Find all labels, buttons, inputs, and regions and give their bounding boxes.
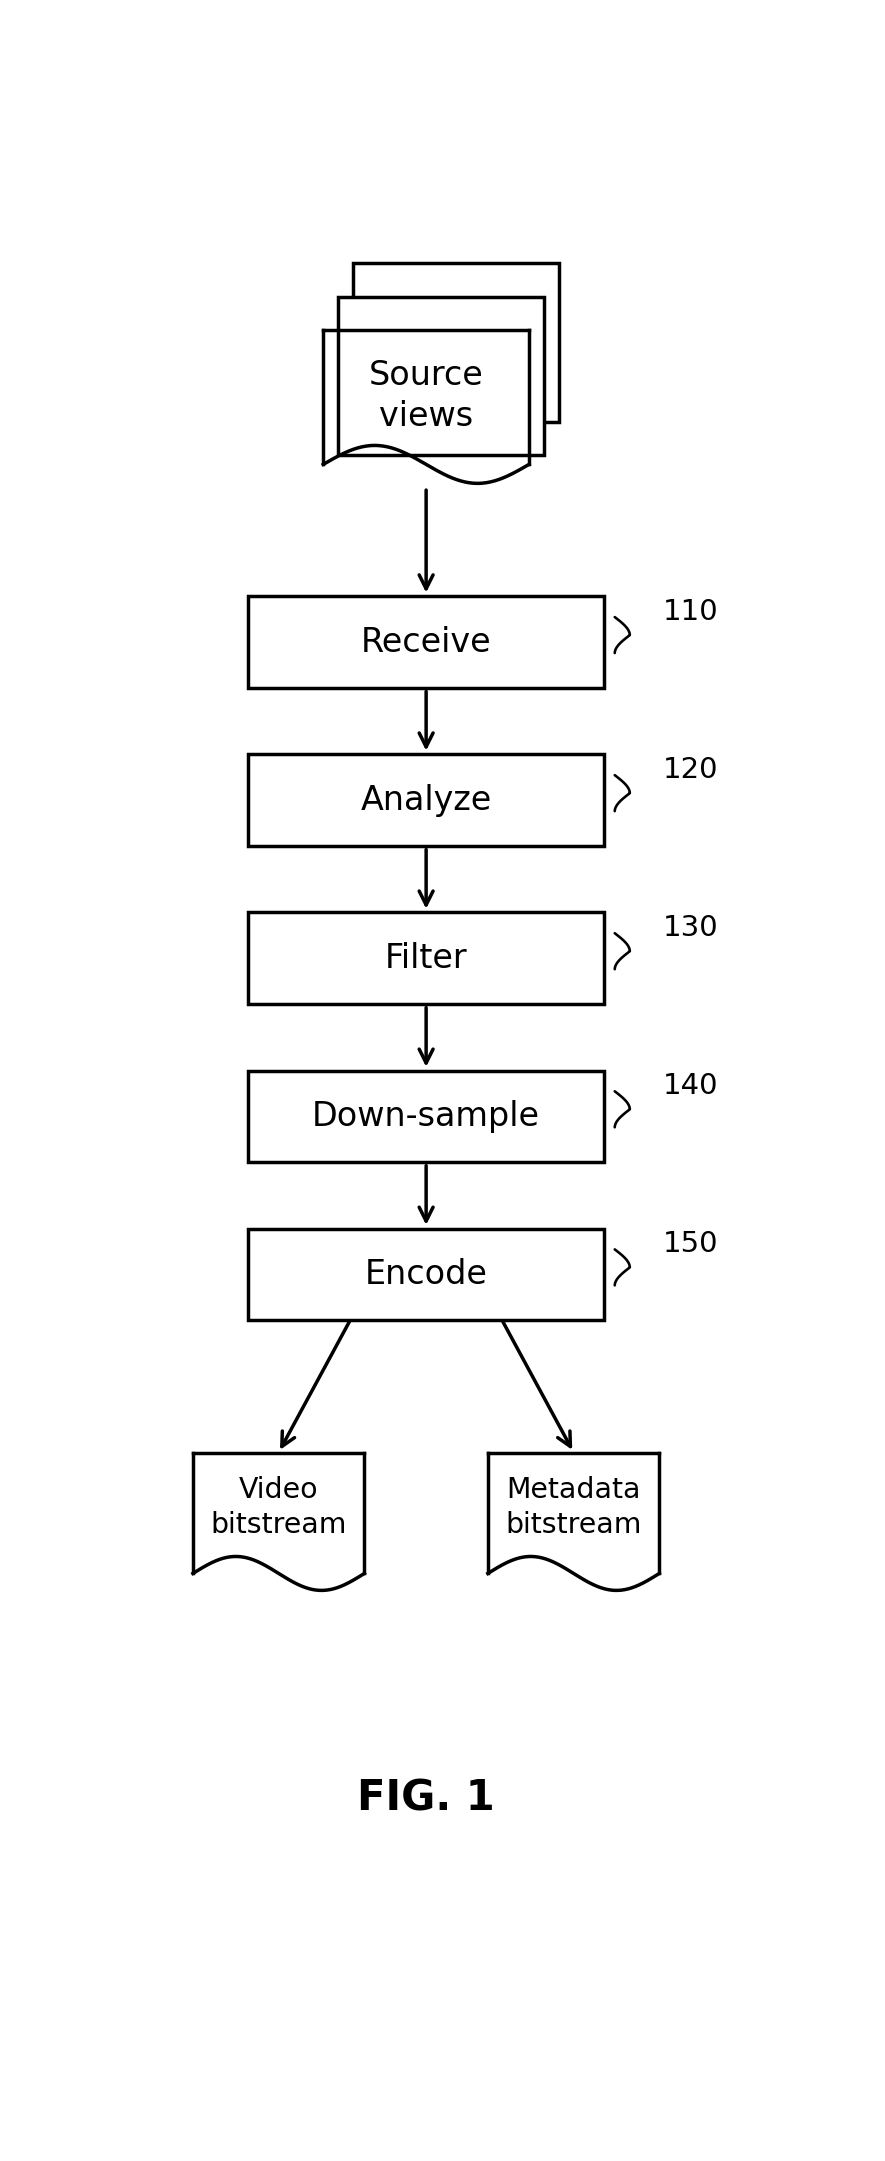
Bar [338, 296, 544, 454]
Text: Video
bitstream: Video bitstream [211, 1476, 347, 1539]
Text: Metadata
bitstream: Metadata bitstream [505, 1476, 642, 1539]
Bar [248, 1230, 604, 1320]
Text: Source
views: Source views [369, 359, 483, 432]
Text: Filter: Filter [385, 942, 467, 975]
Text: Analyze: Analyze [360, 784, 492, 817]
Bar [248, 596, 604, 687]
Text: Encode: Encode [365, 1258, 488, 1290]
Bar [248, 754, 604, 845]
Text: 150: 150 [663, 1230, 719, 1258]
Text: 130: 130 [663, 914, 719, 942]
Text: FIG. 1: FIG. 1 [358, 1779, 495, 1820]
Text: 140: 140 [663, 1072, 719, 1100]
Text: 110: 110 [663, 599, 719, 627]
Bar [353, 264, 559, 421]
Bar [248, 912, 604, 1005]
Text: 120: 120 [663, 756, 719, 784]
Bar [248, 1070, 604, 1163]
Text: Down-sample: Down-sample [312, 1100, 540, 1132]
Text: Receive: Receive [361, 625, 491, 659]
